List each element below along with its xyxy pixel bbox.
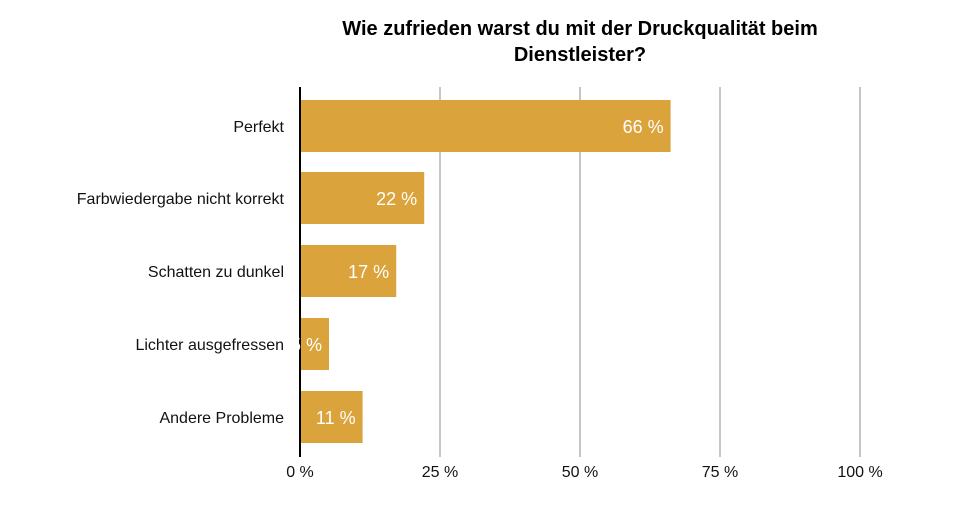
- data-label: 11 %: [316, 408, 356, 428]
- data-label: 66 %: [623, 117, 664, 137]
- category-label: Andere Probleme: [159, 410, 284, 427]
- labels: Perfekt Farbwiedergabe nicht korrekt Schat…: [77, 117, 883, 481]
- category-label: Schatten zu dunkel: [148, 264, 284, 281]
- x-tick-label: 50 %: [562, 464, 598, 481]
- bar-5: [301, 391, 363, 443]
- data-label: 17 %: [348, 262, 389, 282]
- bar-1: [301, 100, 671, 152]
- bars: [301, 100, 671, 443]
- x-tick-label: 75 %: [702, 464, 738, 481]
- category-label: Perfekt: [233, 119, 284, 136]
- bar-4: [301, 318, 329, 370]
- x-tick-label: 0 %: [286, 464, 314, 481]
- category-label: Farbwiedergabe nicht korrekt: [77, 191, 285, 208]
- x-tick-label: 25 %: [422, 464, 458, 481]
- category-label: Lichter ausgefressen: [135, 337, 284, 354]
- chart-title: Wie zufrieden warst du mit der Druckqual…: [342, 18, 818, 66]
- bar-3: [301, 245, 397, 297]
- data-label: 22 %: [376, 189, 417, 209]
- x-tick-label: 100 %: [837, 464, 882, 481]
- bar-2: [301, 172, 425, 224]
- data-label: 5 %: [291, 335, 322, 355]
